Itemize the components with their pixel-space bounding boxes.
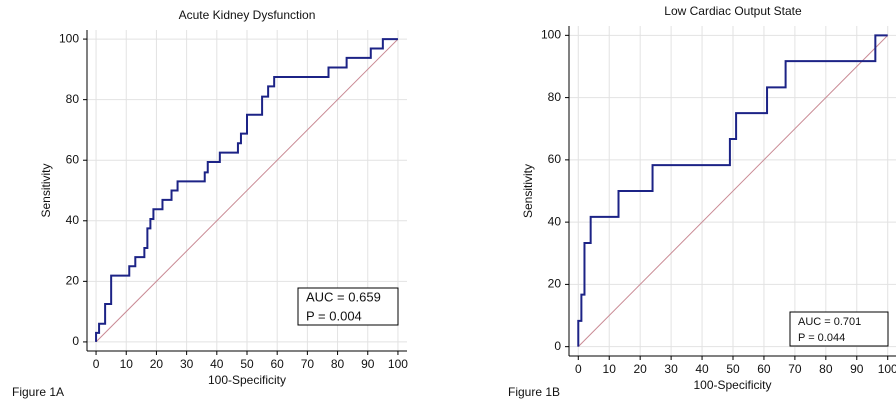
y-axis-label: Sensitivity (39, 163, 53, 217)
x-tick-label: 20 (150, 357, 164, 371)
y-tick-label: 20 (66, 274, 80, 288)
x-tick-label: 60 (271, 357, 285, 371)
figure-label: Figure 1A (12, 385, 64, 399)
y-tick-label: 100 (541, 28, 561, 42)
chart-title: Acute Kidney Dysfunction (179, 8, 316, 22)
x-tick-label: 30 (180, 357, 194, 371)
reference-line (95, 38, 399, 343)
x-axis-label: 100-Specificity (208, 373, 286, 387)
x-tick-label: 70 (301, 357, 315, 371)
x-tick-label: 40 (210, 357, 224, 371)
x-tick-label: 90 (361, 357, 375, 371)
y-axis-label: Sensitivity (521, 164, 535, 218)
annotation: P = 0.004 (306, 308, 362, 323)
y-tick-label: 40 (66, 213, 80, 227)
y-tick-label: 40 (548, 214, 562, 228)
y-tick-label: 60 (66, 152, 80, 166)
roc-curve (95, 38, 398, 342)
x-tick-label: 80 (819, 362, 833, 376)
y-tick-label: 0 (72, 334, 79, 348)
roc-curve (577, 34, 888, 347)
x-tick-label: 10 (603, 362, 617, 376)
annotation-box (789, 311, 889, 347)
y-tick-label: 60 (548, 152, 562, 166)
y-tick-label: 80 (66, 92, 80, 106)
x-tick-label: 50 (240, 357, 254, 371)
chart-title: Low Cardiac Output State (664, 4, 802, 18)
annotation: AUC = 0.701 (798, 316, 861, 328)
x-tick-label: 10 (120, 357, 134, 371)
x-tick-label: 0 (575, 362, 582, 376)
y-tick-label: 80 (548, 90, 562, 104)
x-tick-label: 100 (388, 357, 408, 371)
annotation: AUC = 0.659 (306, 289, 381, 304)
x-tick-label: 30 (664, 362, 678, 376)
x-tick-label: 20 (633, 362, 647, 376)
x-tick-label: 70 (788, 362, 802, 376)
y-tick-label: 100 (59, 31, 79, 45)
y-tick-label: 0 (554, 339, 561, 353)
x-tick-label: 40 (695, 362, 709, 376)
x-tick-label: 0 (93, 357, 100, 371)
x-tick-label: 90 (850, 362, 864, 376)
x-axis-label: 100-Specificity (693, 378, 771, 392)
reference-line (577, 34, 889, 348)
x-tick-label: 50 (726, 362, 740, 376)
x-tick-label: 80 (331, 357, 345, 371)
y-tick-label: 20 (548, 277, 562, 291)
x-tick-label: 100 (878, 362, 896, 376)
annotation: P = 0.044 (798, 332, 845, 344)
figure-label: Figure 1B (508, 385, 560, 399)
x-tick-label: 60 (757, 362, 771, 376)
annotation-box (297, 287, 399, 326)
